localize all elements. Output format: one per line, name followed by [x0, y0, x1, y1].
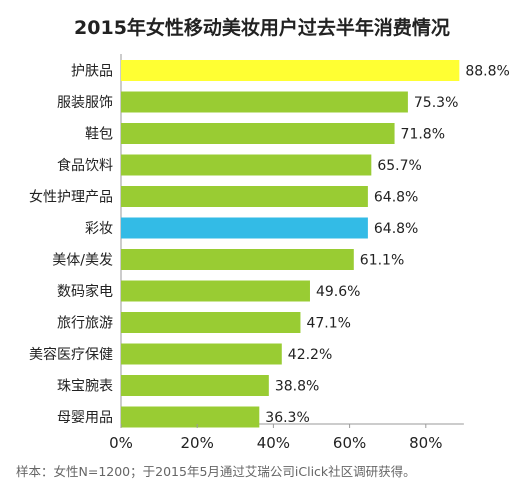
bar	[121, 280, 310, 302]
bar	[121, 375, 269, 396]
bar	[121, 60, 460, 81]
bar	[121, 249, 354, 270]
value-label: 71.8%	[401, 127, 445, 143]
bar	[121, 217, 368, 239]
value-label: 61.1%	[360, 253, 404, 269]
bar	[121, 154, 372, 176]
value-label: 75.3%	[414, 95, 458, 111]
category-label: 美容医疗保健	[29, 346, 113, 363]
category-label: 女性护理产品	[29, 189, 113, 206]
category-label: 数码家电	[57, 283, 113, 300]
category-label: 护肤品	[71, 64, 113, 80]
bar	[121, 91, 408, 113]
bar	[121, 123, 395, 144]
category-label: 美体/美发	[52, 253, 113, 269]
category-label: 服装服饰	[57, 95, 113, 111]
category-label: 旅行旅游	[57, 316, 113, 332]
source-note: 样本：女性N=1200；于2015年5月通过艾瑞公司iClick社区调研获得。	[16, 464, 416, 479]
chart-title: 2015年女性移动美妆用户过去半年消费情况	[74, 17, 450, 39]
category-label: 彩妆	[85, 221, 113, 237]
bar	[121, 312, 301, 333]
value-label: 64.8%	[374, 190, 418, 206]
value-label: 88.8%	[465, 64, 509, 80]
bar	[121, 406, 260, 428]
value-label: 49.6%	[316, 284, 360, 300]
value-label: 42.2%	[288, 347, 332, 363]
value-label: 38.8%	[275, 379, 319, 395]
x-tick-label: 80%	[409, 434, 442, 452]
category-label: 鞋包	[85, 127, 113, 143]
value-label: 64.8%	[374, 221, 418, 237]
bar	[121, 186, 368, 207]
x-tick-label: 20%	[181, 434, 214, 452]
x-tick-label: 0%	[109, 434, 133, 452]
category-label: 珠宝腕表	[57, 379, 113, 395]
category-label: 母婴用品	[57, 410, 113, 426]
x-tick-label: 60%	[333, 434, 366, 452]
category-label: 食品饮料	[57, 157, 113, 174]
x-tick-label: 40%	[257, 434, 290, 452]
value-label: 65.7%	[377, 158, 421, 174]
bar	[121, 343, 282, 365]
value-label: 36.3%	[265, 410, 309, 426]
value-label: 47.1%	[306, 316, 350, 332]
